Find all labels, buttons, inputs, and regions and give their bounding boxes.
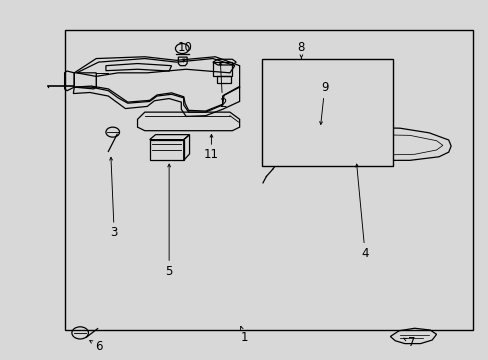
Text: 3: 3 bbox=[110, 226, 118, 239]
Bar bbox=[216, 76, 231, 83]
Bar bbox=[64, 30, 472, 330]
Text: 7: 7 bbox=[407, 336, 415, 349]
Bar bbox=[261, 59, 392, 166]
Text: 1: 1 bbox=[240, 331, 248, 344]
Text: 10: 10 bbox=[177, 41, 192, 54]
Text: 8: 8 bbox=[297, 41, 305, 54]
Text: 6: 6 bbox=[95, 339, 102, 352]
Text: 2: 2 bbox=[219, 97, 226, 110]
Bar bbox=[149, 140, 183, 160]
Text: 11: 11 bbox=[203, 148, 219, 162]
Text: 5: 5 bbox=[165, 265, 172, 278]
Text: 9: 9 bbox=[320, 81, 328, 94]
Text: 4: 4 bbox=[361, 247, 368, 260]
Bar bbox=[212, 62, 232, 76]
